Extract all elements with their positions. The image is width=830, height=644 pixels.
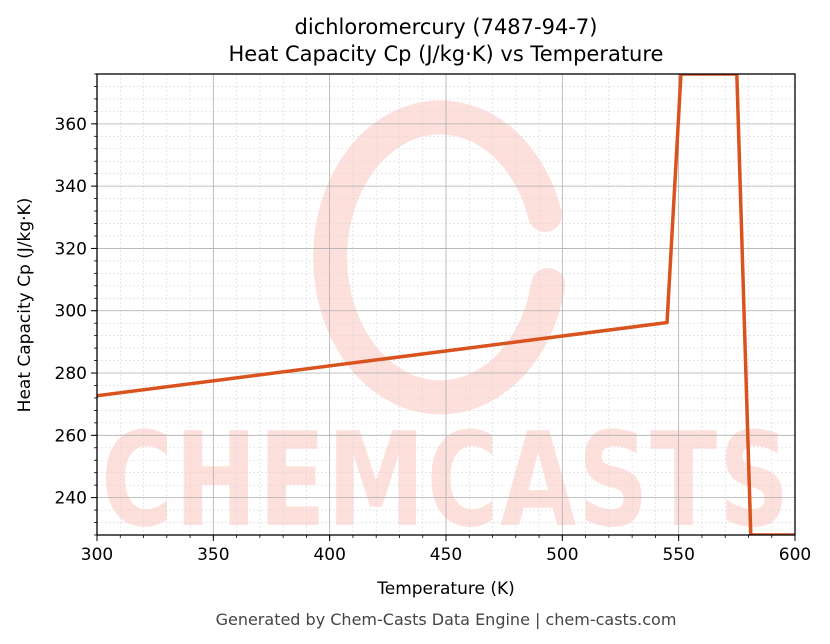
y-tick-label: 280 [55,364,87,384]
x-tick-label: 500 [546,545,578,565]
y-tick-label: 300 [55,302,87,322]
x-tick-label: 400 [313,545,345,565]
x-tick-label: 350 [197,545,229,565]
x-tick-label: 550 [662,545,694,565]
series-line [97,74,795,535]
y-tick-label: 240 [55,489,87,509]
x-tick-label: 600 [779,545,811,565]
x-axis: 300 350 400 450 500 550 600 [81,535,811,565]
y-axis-label: Heat Capacity Cp (J/kg·K) [15,198,35,413]
major-grid [96,74,796,535]
chart-title-line-2: Heat Capacity Cp (J/kg·K) vs Temperature [229,42,664,66]
watermark-text: CHEMCASTS [101,404,791,556]
chart-title-line-1: dichloromercury (7487-94-7) [295,15,598,39]
x-tick-label: 300 [81,545,113,565]
y-tick-label: 320 [55,239,87,259]
watermark: CHEMCASTS [101,100,791,556]
series-layer [97,74,795,535]
y-tick-label: 260 [55,426,87,446]
footer-credit: Generated by Chem-Casts Data Engine | ch… [216,610,677,629]
x-axis-label: Temperature (K) [376,579,515,599]
y-axis: 240 260 280 300 320 340 360 [55,73,97,536]
y-tick-label: 360 [55,115,87,135]
x-tick-label: 450 [430,545,462,565]
y-tick-label: 340 [55,177,87,197]
